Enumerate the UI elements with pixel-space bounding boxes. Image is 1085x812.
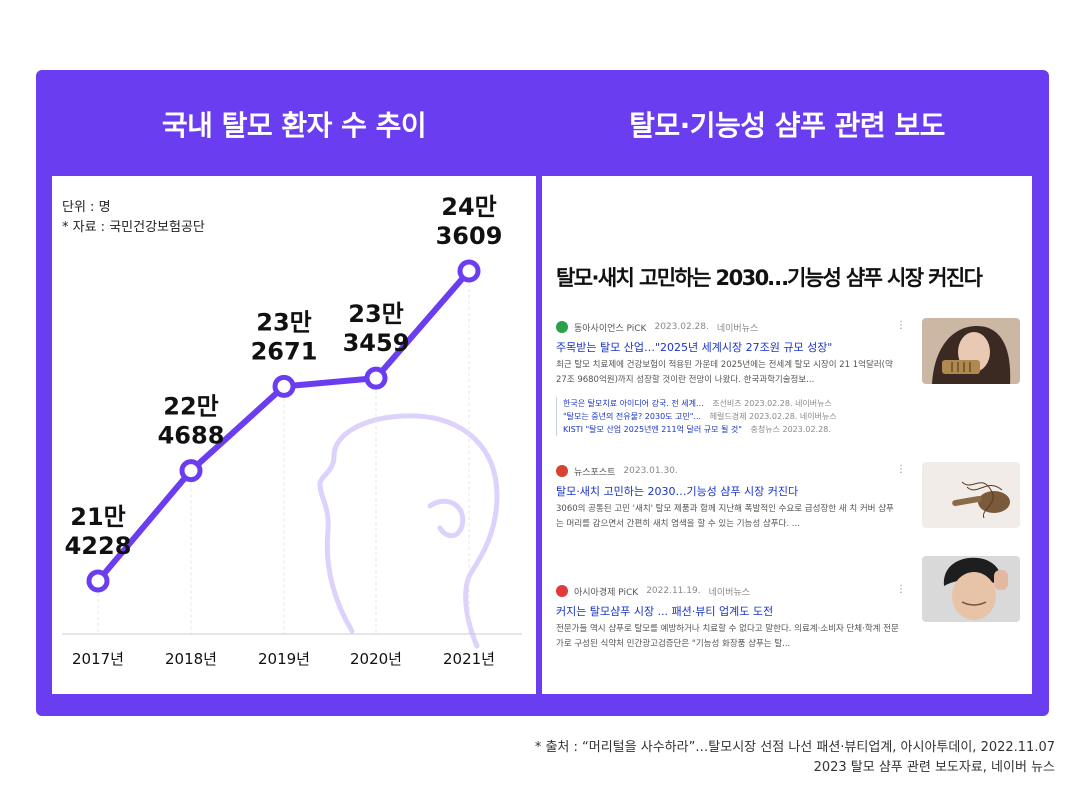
data-label: 24만 3609 xyxy=(436,193,503,250)
data-label: 23만 2671 xyxy=(251,308,318,365)
related-article-meta: 헤럴드경제 2023.02.28. 네이버뉴스 xyxy=(709,412,837,421)
more-options-icon[interactable]: ⋮ xyxy=(896,320,906,331)
publisher-name[interactable]: 아시아경제 PiCK xyxy=(574,587,639,598)
news-card: 뉴스포스트 2023.01.30. ⋮ 탈모·새치 고민하는 2030…기능성 … xyxy=(556,462,1022,532)
line-chart: 21만 4228 22만 4688 23만 2671 23만 3459 24만 3609 2017… xyxy=(62,193,522,668)
x-tick-label: 2021년 xyxy=(443,650,495,668)
data-label: 21만 4228 xyxy=(65,503,132,560)
data-point xyxy=(457,259,481,283)
related-article[interactable]: 한국은 탈모치료 아이디어 강국. 전 세계... 조선비즈 2023.02.2… xyxy=(563,397,903,410)
naver-news-link[interactable]: 네이버뉴스 xyxy=(716,323,759,334)
head-silhouette-icon xyxy=(317,413,500,649)
publish-date: 2023.01.30. xyxy=(623,466,678,476)
publish-date: 2023.02.28. xyxy=(654,322,709,332)
x-tick-label: 2020년 xyxy=(350,650,402,668)
data-point xyxy=(272,374,296,398)
publisher-logo-icon xyxy=(556,465,568,477)
publisher-logo-icon xyxy=(556,321,568,333)
data-label: 22만 4688 xyxy=(158,393,225,450)
related-article-title[interactable]: KISTI "탈모 산업 2025년엔 211억 달러 규모 될 것" xyxy=(563,425,742,434)
related-article[interactable]: "탈모는 중년의 전유물? 2030도 고민"... 헤럴드경제 2023.02… xyxy=(563,410,903,423)
news-card: 동아사이언스 PiCK 2023.02.28. 네이버뉴스 ⋮ 주목받는 탈모 … xyxy=(556,318,1022,436)
related-article-meta: 조선비즈 2023.02.28. 네이버뉴스 xyxy=(712,399,832,408)
chart-panel: 단위 : 명 * 자료 : 국민건강보험공단 21만 4228 22만 4688 23만… xyxy=(52,176,536,694)
more-options-icon[interactable]: ⋮ xyxy=(896,464,906,475)
related-articles: 한국은 탈모치료 아이디어 강국. 전 세계... 조선비즈 2023.02.2… xyxy=(556,397,1022,436)
news-card: 아시아경제 PiCK 2022.11.19. 네이버뉴스 ⋮ 커지는 탈모샴푸 … xyxy=(556,556,1022,652)
news-snippet: 전문가들 역시 샴푸로 탈모를 예방하거나 치료할 수 없다고 말한다. 의료계… xyxy=(556,624,899,649)
x-tick-label: 2017년 xyxy=(72,650,124,668)
news-thumbnail-woman-hair[interactable] xyxy=(922,318,1020,384)
data-label: 23만 3459 xyxy=(343,300,410,357)
news-title-link[interactable]: 커지는 탈모샴푸 시장 ... 패션·뷰티 업계도 도전 xyxy=(556,605,774,618)
related-article-title[interactable]: "탈모는 중년의 전유물? 2030도 고민"... xyxy=(563,412,702,421)
source-footnote-line2: 2023 탈모 샴푸 관련 보도자료, 네이버 뉴스 xyxy=(813,760,1055,775)
x-tick-label: 2019년 xyxy=(258,650,310,668)
news-snippet: 최근 탈모 치료제에 건강보험이 적용된 가운데 2025년에는 전세계 탈모 … xyxy=(556,360,893,385)
more-options-icon[interactable]: ⋮ xyxy=(896,584,906,595)
news-source-row: 아시아경제 PiCK 2022.11.19. 네이버뉴스 xyxy=(556,584,1022,598)
news-heading: 탈모·기능성 샴푸 관련 보도 xyxy=(629,109,945,142)
publish-date: 2022.11.19. xyxy=(646,586,701,596)
news-source-row: 뉴스포스트 2023.01.30. xyxy=(556,464,1022,478)
news-snippet: 3060의 공통된 고민 '새치' 탈모 제품과 함께 지난해 폭발적인 수요로… xyxy=(556,504,894,529)
publisher-name[interactable]: 뉴스포스트 xyxy=(574,467,616,478)
source-label: * 자료 : 국민건강보험공단 xyxy=(62,220,205,235)
x-tick-label: 2018년 xyxy=(165,650,217,668)
naver-news-link[interactable]: 네이버뉴스 xyxy=(708,587,750,598)
unit-label: 단위 : 명 xyxy=(62,200,111,215)
data-point xyxy=(364,366,388,390)
related-article-meta: 충청뉴스 2023.02.28. xyxy=(750,425,831,434)
news-title-link[interactable]: 탈모·새치 고민하는 2030…기능성 샴푸 시장 커진다 xyxy=(556,485,799,498)
publisher-name[interactable]: 동아사이언스 PiCK xyxy=(574,323,647,334)
source-footnote-line1: * 출처 : “머리털을 사수하라”…탈모시장 선점 나선 패션·뷰티업계, 아… xyxy=(534,740,1055,755)
news-headline: 탈모·새치 고민하는 2030…기능성 샴푸 시장 커진다 xyxy=(556,266,983,290)
related-article[interactable]: KISTI "탈모 산업 2025년엔 211억 달러 규모 될 것" 충청뉴스… xyxy=(563,423,903,436)
related-article-title[interactable]: 한국은 탈모치료 아이디어 강국. 전 세계... xyxy=(563,399,704,408)
news-thumbnail-man-hair[interactable] xyxy=(922,556,1020,622)
data-point xyxy=(179,459,203,483)
chart-notes: 단위 : 명 * 자료 : 국민건강보험공단 xyxy=(62,198,205,238)
publisher-logo-icon xyxy=(556,585,568,597)
news-panel: 탈모·새치 고민하는 2030…기능성 샴푸 시장 커진다 동아사이언스 PiC… xyxy=(542,176,1032,694)
chart-heading: 국내 탈모 환자 수 추이 xyxy=(161,109,427,142)
data-point xyxy=(86,569,110,593)
news-thumbnail-hairbrush[interactable] xyxy=(922,462,1020,528)
news-title-link[interactable]: 주목받는 탈모 산업…"2025년 세계시장 27조원 규모 성장" xyxy=(556,341,833,354)
news-source-row: 동아사이언스 PiCK 2023.02.28. 네이버뉴스 xyxy=(556,320,1022,334)
